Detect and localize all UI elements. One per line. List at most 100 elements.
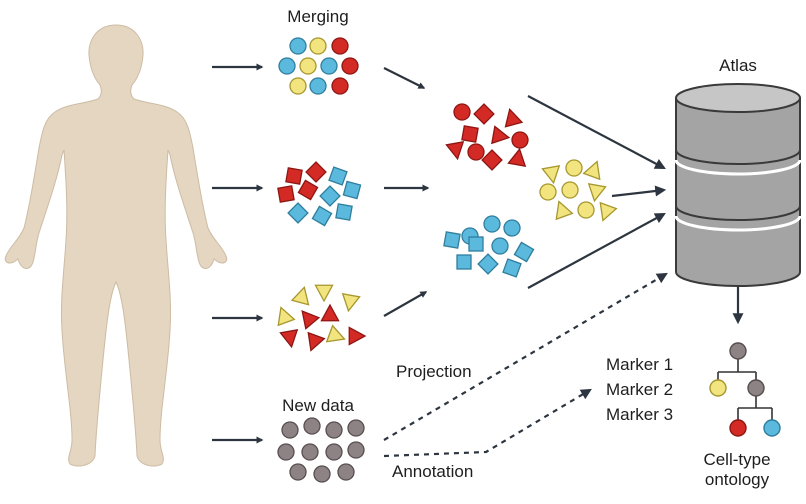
cell-square: [335, 203, 353, 221]
cell-triangle: [599, 201, 618, 222]
atlas-database-icon: [674, 83, 802, 287]
cell-triangle: [320, 303, 340, 322]
cell-triangle: [348, 326, 367, 346]
ontology-root-node: [729, 342, 747, 360]
cell-circle: [281, 421, 299, 439]
annotation-arrow: [383, 388, 592, 458]
cell-triangle: [279, 329, 299, 349]
cell-triangle: [277, 306, 296, 327]
cell-circle: [289, 463, 307, 481]
input-arrows: [212, 63, 264, 444]
cell-square: [468, 236, 484, 252]
atlas-label: Atlas: [719, 56, 757, 75]
cell-circle: [577, 201, 595, 219]
cell-triangle: [314, 284, 334, 303]
arrow-merge-1: [383, 67, 426, 89]
cell-triangle: [445, 141, 465, 161]
cell-square: [342, 180, 362, 200]
projection-arrow: [383, 272, 668, 441]
cell-triangle: [491, 125, 511, 145]
arrow-merge-3: [383, 291, 428, 317]
cell-circle: [303, 417, 321, 435]
cell-triangle: [587, 183, 607, 203]
cell-square: [461, 125, 479, 143]
cell-square: [277, 185, 295, 203]
dashed-arrows: [383, 272, 668, 458]
ontology-blue-node: [763, 419, 781, 437]
cell-square: [328, 166, 348, 186]
cell-circle: [299, 57, 317, 75]
projection-label: Projection: [396, 362, 472, 381]
cell-square: [319, 185, 341, 207]
cell-circle: [347, 441, 365, 459]
cell-triangle: [504, 107, 524, 128]
ontology-gray-node: [747, 379, 765, 397]
human-body-silhouette: [4, 24, 228, 467]
cell-triangle: [541, 165, 561, 185]
cell-circle: [289, 77, 307, 95]
cell-square: [477, 253, 499, 275]
cell-circle: [337, 463, 355, 481]
cell-square: [502, 258, 522, 278]
cell-square: [287, 202, 309, 224]
cell-square: [481, 149, 503, 171]
annotation-label: Annotation: [392, 462, 474, 481]
cell-circle: [503, 219, 521, 237]
arrow-red-to-atlas: [527, 95, 666, 170]
cell-markers: [277, 37, 618, 483]
cell-circle: [309, 77, 327, 95]
ontology-nodes: [709, 342, 781, 437]
cell-square: [297, 179, 319, 201]
new-data-label: New data: [282, 396, 354, 415]
cell-square: [473, 103, 495, 125]
cell-triangle: [341, 293, 361, 313]
cell-circle: [491, 237, 509, 255]
cell-square: [456, 254, 472, 270]
ontology-label-line1: Cell-type: [703, 450, 771, 469]
cell-circle: [331, 37, 349, 55]
ontology-yellow-node: [709, 379, 727, 397]
cell-circle: [313, 465, 331, 483]
cell-circle: [341, 57, 359, 75]
cell-circle: [539, 183, 557, 201]
cell-circle: [301, 443, 319, 461]
cell-triangle: [582, 160, 601, 181]
arrow-blue-to-atlas: [527, 212, 666, 289]
cell-triangle: [325, 324, 346, 343]
cell-circle: [511, 131, 529, 149]
cell-square: [311, 205, 333, 227]
atlas-arrows: [527, 95, 744, 325]
cell-circle: [309, 37, 327, 55]
cell-triangle: [555, 200, 574, 221]
cell-triangle: [507, 147, 527, 167]
merging-label: Merging: [287, 7, 349, 26]
cell-circle: [467, 143, 485, 161]
ontology-label-line2: ontology: [704, 470, 770, 489]
marker-1-label: Marker 1: [606, 355, 674, 374]
cell-circle: [483, 215, 501, 233]
cell-triangle: [301, 310, 321, 330]
cell-triangle: [290, 285, 310, 306]
cell-square: [305, 161, 327, 183]
merge-arrows: [383, 67, 430, 317]
cell-square: [513, 241, 535, 263]
cell-circle: [278, 57, 296, 75]
cell-circle: [320, 57, 338, 75]
ontology-red-node: [729, 419, 747, 437]
arrow-yellow-to-atlas: [611, 185, 667, 198]
cell-circle: [325, 421, 343, 439]
marker-2-label: Marker 2: [606, 380, 674, 399]
cell-square: [443, 231, 461, 249]
cell-circle: [565, 159, 583, 177]
cell-circle: [561, 181, 579, 199]
marker-3-label: Marker 3: [606, 405, 674, 424]
cell-circle: [325, 443, 343, 461]
cell-circle: [289, 37, 307, 55]
cell-square: [285, 167, 303, 185]
cell-circle: [347, 419, 365, 437]
cell-circle: [331, 77, 349, 95]
cell-triangle: [307, 331, 326, 352]
cell-circle: [453, 103, 471, 121]
